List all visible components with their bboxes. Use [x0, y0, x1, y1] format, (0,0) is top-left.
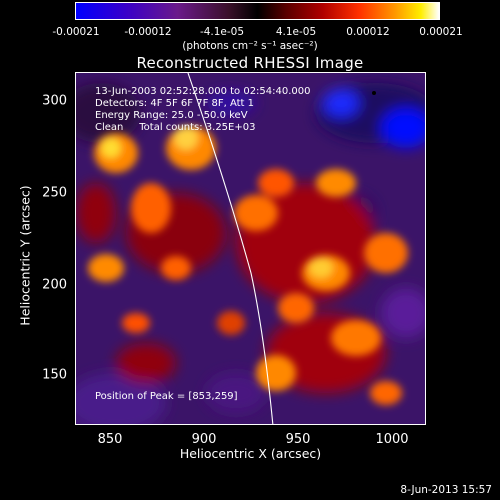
- colorbar-tick: 4.1e-05: [275, 26, 317, 38]
- image-plot[interactable]: 13-Jun-2003 02:52:28.000 to 02:54:40.000…: [75, 72, 426, 425]
- plot-title: Reconstructed RHESSI Image: [136, 54, 364, 72]
- peak-marker: [372, 91, 376, 95]
- observation-info: 13-Jun-2003 02:52:28.000 to 02:54:40.000…: [95, 86, 311, 134]
- x-tick: 950: [285, 432, 311, 447]
- solar-limb: [187, 73, 274, 424]
- peak-position: Position of Peak = [853,259]: [95, 391, 238, 402]
- colorbar-tick: 0.00012: [346, 26, 390, 38]
- colorbar-tick: 0.00021: [419, 26, 463, 38]
- colorbar-tick: -0.00021: [52, 26, 100, 38]
- detectors: Detectors: 4F 5F 6F 7F 8F, Att 1: [95, 98, 255, 109]
- colorbar-tick: -0.00012: [124, 26, 172, 38]
- colorbar-units: (photons cm⁻² s⁻¹ asec⁻²): [182, 40, 318, 52]
- clean-counts: Clean Total counts: 3.25E+03: [95, 122, 256, 133]
- y-axis-label: Heliocentric Y (arcsec): [17, 185, 33, 326]
- y-tick: 300: [42, 93, 67, 109]
- reconstructed-image: [76, 73, 425, 424]
- x-tick: 900: [191, 432, 217, 447]
- y-tick: 250: [42, 185, 67, 201]
- y-tick: 200: [42, 277, 67, 293]
- x-tick: 850: [97, 432, 123, 447]
- x-tick: 1000: [375, 432, 409, 447]
- time-range: 13-Jun-2003 02:52:28.000 to 02:54:40.000: [95, 86, 311, 97]
- timestamp: 8-Jun-2013 15:57: [400, 484, 492, 496]
- colorbar-tick: -4.1e-05: [199, 26, 245, 38]
- colorbar-ticks: -0.00021 -0.00012 -4.1e-05 4.1e-05 0.000…: [0, 26, 500, 40]
- energy-range: Energy Range: 25.0 - 50.0 keV: [95, 110, 248, 121]
- y-tick: 150: [42, 367, 67, 383]
- x-axis-label: Heliocentric X (arcsec): [179, 446, 322, 461]
- colorbar: [75, 2, 440, 20]
